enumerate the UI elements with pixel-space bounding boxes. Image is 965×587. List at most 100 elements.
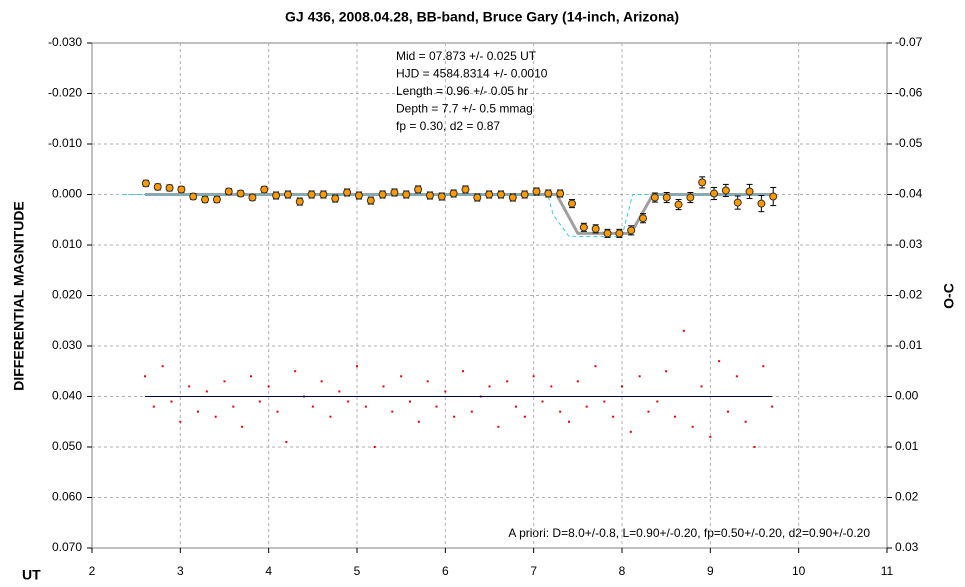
residual-point xyxy=(691,425,694,428)
residual-point xyxy=(453,415,456,418)
residual-point xyxy=(258,400,261,403)
data-point xyxy=(343,188,352,197)
y-tick-label: 0.030 xyxy=(52,338,82,352)
y2-tick-label: -0.07 xyxy=(895,35,923,49)
residual-point xyxy=(470,410,473,413)
residual-point xyxy=(152,405,155,408)
data-point xyxy=(674,200,683,209)
residual-point xyxy=(629,430,632,433)
residual-point xyxy=(638,375,641,378)
x-tick-label: 5 xyxy=(354,564,361,578)
y2-tick-label: 0.01 xyxy=(895,439,919,453)
x-tick-label: 11 xyxy=(881,564,894,578)
y2-tick-label: -0.04 xyxy=(895,187,923,201)
residual-point xyxy=(223,380,226,383)
y2-tick-label: 0.02 xyxy=(895,490,919,504)
data-point xyxy=(283,190,292,199)
annotation: Length = 0.96 +/- 0.05 hr xyxy=(396,84,528,98)
residual-point xyxy=(320,380,323,383)
residual-point xyxy=(241,425,244,428)
residual-point xyxy=(400,375,403,378)
data-point xyxy=(319,190,328,199)
residual-point xyxy=(532,375,535,378)
residual-point xyxy=(417,420,420,423)
residual-point xyxy=(338,390,341,393)
data-point xyxy=(686,193,695,202)
x-tick-label: 3 xyxy=(177,564,184,578)
data-point xyxy=(295,197,304,206)
data-point xyxy=(639,214,648,223)
residual-point xyxy=(250,375,252,378)
data-point xyxy=(425,191,434,200)
annotation: Depth = 7.7 +/- 0.5 mmag xyxy=(396,102,533,116)
residual-point xyxy=(515,405,517,408)
residual-point xyxy=(744,420,747,423)
data-point xyxy=(473,193,482,202)
residual-point xyxy=(771,405,774,408)
residual-point xyxy=(647,410,650,413)
data-point xyxy=(508,193,517,202)
data-point xyxy=(591,224,600,233)
residual-point xyxy=(550,385,553,388)
residual-point xyxy=(735,375,738,378)
x-tick-label: 9 xyxy=(707,564,714,578)
chart-title: GJ 436, 2008.04.28, BB-band, Bruce Gary … xyxy=(285,9,679,25)
residual-point xyxy=(391,410,394,413)
data-point xyxy=(710,189,719,198)
residual-point xyxy=(656,400,659,403)
y2-axis-label: O-C xyxy=(941,283,957,309)
residual-point xyxy=(205,390,208,393)
residual-point xyxy=(709,435,712,438)
x-tick-label: 7 xyxy=(530,564,537,578)
y2-tick-label: -0.03 xyxy=(895,237,923,251)
residual-point xyxy=(294,370,297,373)
data-point xyxy=(485,190,494,199)
y-tick-label: 0.050 xyxy=(52,439,82,453)
data-point xyxy=(402,190,411,199)
residual-point xyxy=(444,390,447,393)
residual-point xyxy=(188,385,191,388)
residual-point xyxy=(506,380,509,383)
y-tick-label: -0.010 xyxy=(48,136,82,150)
residual-point xyxy=(568,420,570,423)
data-point xyxy=(496,190,505,199)
x-tick-label: 6 xyxy=(442,564,449,578)
residual-point xyxy=(523,415,526,418)
x-tick-label: 4 xyxy=(265,564,272,578)
residual-point xyxy=(232,405,235,408)
residual-point xyxy=(197,410,199,413)
y2-tick-label: -0.06 xyxy=(895,86,923,100)
data-point xyxy=(212,195,221,204)
residual-point xyxy=(603,400,606,403)
data-point xyxy=(437,192,446,201)
residual-point xyxy=(462,370,464,373)
data-point xyxy=(662,193,671,202)
residual-point xyxy=(594,365,597,368)
annotation: Mid = 07.873 +/- 0.025 UT xyxy=(396,49,537,63)
data-point xyxy=(615,229,624,238)
residual-point xyxy=(347,400,350,403)
data-point xyxy=(354,191,363,200)
y2-tick-label: -0.02 xyxy=(895,288,923,302)
data-point xyxy=(272,191,281,200)
residual-point xyxy=(364,405,367,408)
y2-tick-label: -0.01 xyxy=(895,338,923,352)
residual-point xyxy=(488,385,491,388)
residual-point xyxy=(285,440,288,443)
y-tick-label: 0.060 xyxy=(52,490,82,504)
data-point xyxy=(165,183,174,192)
data-point xyxy=(177,185,186,194)
data-point xyxy=(721,186,730,195)
residual-point xyxy=(700,385,703,388)
data-point xyxy=(579,223,588,232)
residual-point xyxy=(612,415,615,418)
data-point xyxy=(331,194,340,203)
data-point xyxy=(769,192,778,201)
residual-point xyxy=(356,365,358,368)
residual-point xyxy=(559,410,562,413)
y-tick-label: 0.010 xyxy=(52,237,82,251)
residual-point xyxy=(435,405,438,408)
data-point xyxy=(390,188,399,197)
